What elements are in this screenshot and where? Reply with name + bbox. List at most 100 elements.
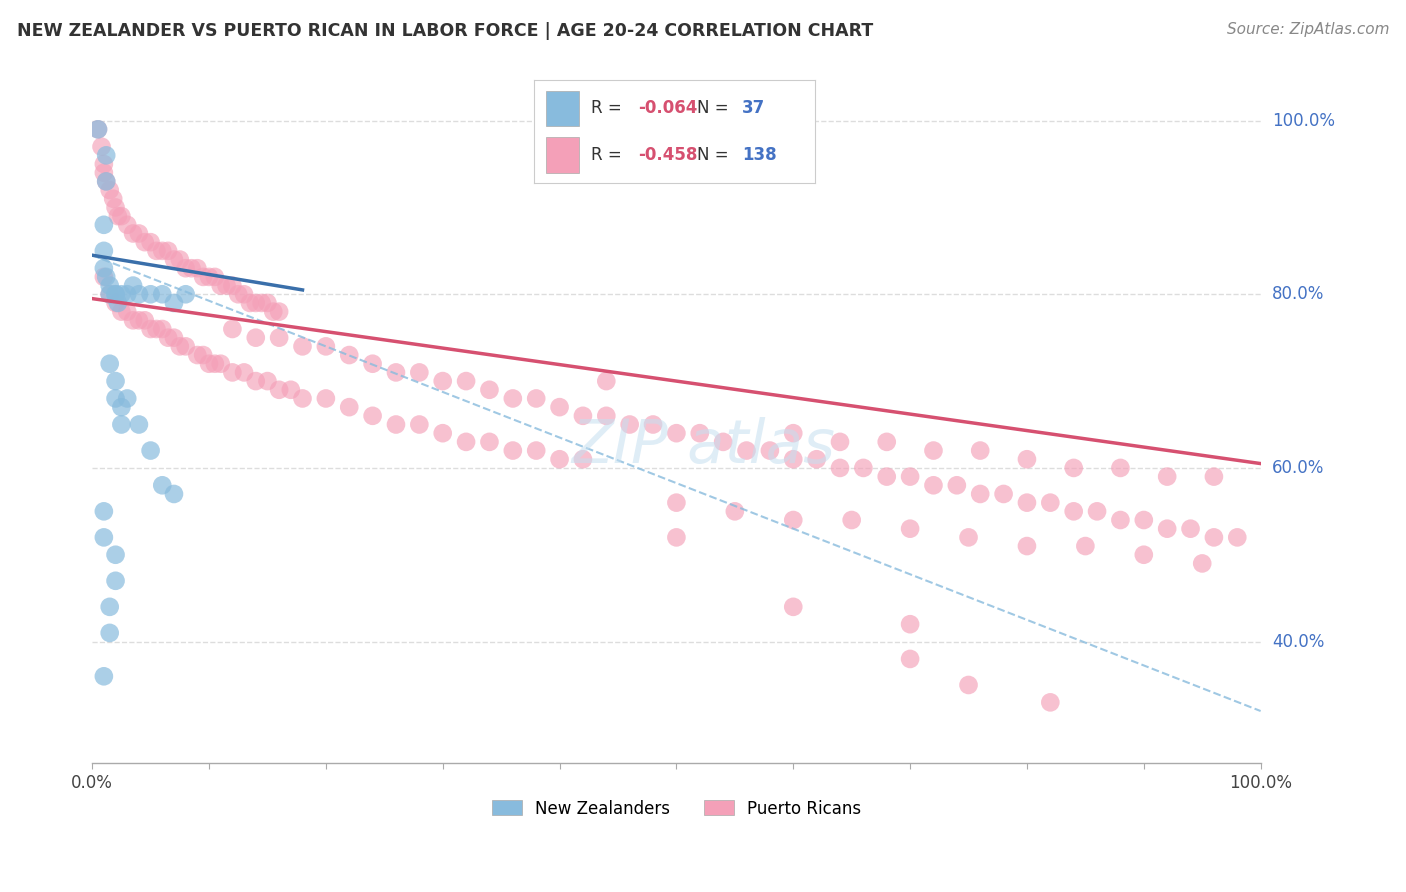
Point [245,374,267,388]
Text: 138: 138 [742,145,778,163]
Text: N =: N = [697,145,728,163]
Point [98,287,121,301]
Point [98,357,121,371]
Point [180,261,202,276]
Point [209,278,232,293]
Point [408,417,430,432]
Point [619,417,641,432]
Point [1015,539,1038,553]
Point [1180,522,1202,536]
Point [1202,469,1225,483]
Point [233,287,256,301]
Point [1039,496,1062,510]
Point [139,287,162,301]
Point [87,122,110,136]
Point [572,452,595,467]
Point [876,434,898,449]
Point [922,443,945,458]
Point [245,296,267,310]
Point [432,426,454,441]
Point [115,392,138,406]
Text: Source: ZipAtlas.com: Source: ZipAtlas.com [1226,22,1389,37]
Point [110,287,132,301]
Point [103,192,125,206]
Point [128,417,150,432]
Point [209,357,232,371]
Point [122,278,145,293]
Point [90,139,112,153]
Point [828,434,851,449]
Text: NEW ZEALANDER VS PUERTO RICAN IN LABOR FORCE | AGE 20-24 CORRELATION CHART: NEW ZEALANDER VS PUERTO RICAN IN LABOR F… [17,22,873,40]
Point [96,174,118,188]
Point [432,374,454,388]
Text: ZIP atlas: ZIP atlas [571,417,835,475]
Point [337,348,360,362]
Point [110,209,132,223]
Point [841,513,863,527]
Point [104,548,127,562]
Bar [546,136,579,173]
Point [1226,530,1249,544]
Point [689,426,711,441]
Point [256,296,278,310]
Point [1015,496,1038,510]
Point [478,383,501,397]
Point [128,287,150,301]
Point [98,599,121,614]
Point [174,339,197,353]
Point [163,252,186,267]
Point [724,504,747,518]
Legend: New Zealanders, Puerto Ricans: New Zealanders, Puerto Ricans [485,793,868,824]
Point [852,461,875,475]
Point [256,374,278,388]
Point [454,374,477,388]
Point [806,452,828,467]
Point [269,331,291,345]
Point [204,269,226,284]
Point [104,392,127,406]
Point [759,443,782,458]
Point [110,304,132,318]
Point [262,304,284,318]
Point [782,452,804,467]
Point [782,599,804,614]
Point [104,296,127,310]
Point [226,287,249,301]
Point [361,409,384,423]
Point [898,617,921,632]
Point [385,417,408,432]
Point [204,357,226,371]
Text: R =: R = [591,100,627,118]
Point [150,287,173,301]
Point [1133,513,1156,527]
Point [408,366,430,380]
Point [104,574,127,588]
Point [193,269,215,284]
Point [1191,557,1213,571]
Point [110,400,132,414]
Point [96,174,118,188]
Point [1063,504,1085,518]
Point [269,383,291,397]
Point [163,331,186,345]
Point [280,383,302,397]
Point [98,183,121,197]
Point [1074,539,1097,553]
Point [239,296,262,310]
Point [1063,461,1085,475]
Point [1202,530,1225,544]
Text: 37: 37 [742,100,766,118]
Point [957,678,980,692]
Point [572,409,595,423]
Point [245,331,267,345]
Point [641,417,664,432]
Text: R =: R = [591,145,627,163]
Point [898,522,921,536]
Point [134,235,156,249]
Point [150,244,173,258]
Point [291,339,314,353]
Text: N =: N = [697,100,728,118]
Point [174,287,197,301]
Bar [546,91,579,127]
Text: -0.064: -0.064 [638,100,697,118]
